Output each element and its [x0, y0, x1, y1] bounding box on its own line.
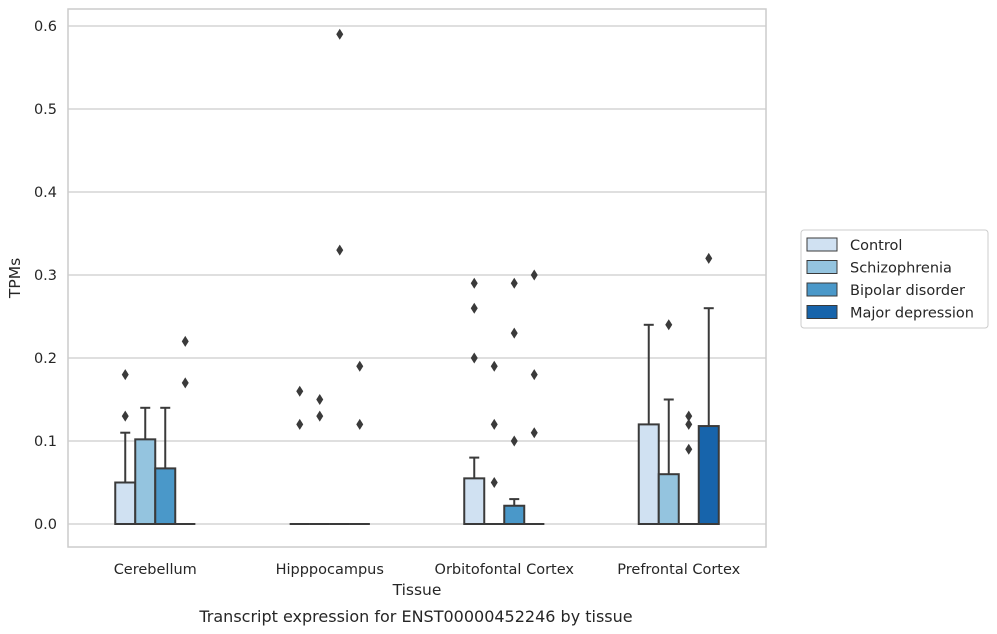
plot-frame [67, 8, 767, 548]
box-schizophrenia [309, 394, 330, 525]
legend-label: Control [850, 238, 902, 254]
outlier-point [336, 28, 344, 40]
legend-swatch [806, 260, 838, 274]
box [463, 477, 486, 526]
x-axis-label: Tissue [392, 581, 442, 599]
legend-item: Schizophrenia [806, 260, 952, 277]
legend-swatch [806, 282, 838, 297]
y-tick-label: 0.5 [34, 102, 57, 118]
box [154, 467, 177, 526]
y-tick-label: 0.0 [34, 517, 57, 533]
y-tick-label: 0.2 [34, 351, 57, 367]
box [657, 473, 680, 526]
box [114, 481, 137, 525]
box-major-depression [524, 269, 545, 525]
legend-item: Bipolar disorder [806, 282, 965, 299]
legend-swatch [806, 237, 838, 252]
box-major-depression [349, 360, 370, 525]
chart-caption: Transcript expression for ENST0000045224… [198, 607, 632, 626]
box-bipolar-disorder [503, 277, 526, 525]
outlier-point [490, 477, 498, 488]
box-control [289, 385, 310, 525]
legend-frame [800, 229, 989, 329]
legend: Control Schizophrenia Bipolar disorder Majo… [800, 229, 989, 329]
outlier-point [510, 435, 518, 447]
box [134, 438, 157, 525]
outlier-point [530, 369, 538, 381]
outlier-point [470, 277, 478, 289]
x-tick-labels: Cerebellum Hipppocampus Orbitofontal Corte… [114, 562, 741, 578]
outlier-point [296, 418, 304, 430]
outlier-point [510, 277, 518, 289]
outlier-point [510, 327, 518, 339]
y-tick-label: 0.3 [34, 268, 57, 284]
outlier-point [121, 369, 129, 381]
outlier-point [665, 319, 673, 331]
y-tick-label: 0.6 [34, 19, 57, 35]
outlier-point [685, 443, 693, 455]
box-control [114, 369, 137, 525]
x-tick-label: Orbitofontal Cortex [435, 562, 575, 578]
legend-label: Bipolar disorder [850, 283, 965, 299]
outlier-point [530, 427, 538, 439]
box-bipolar-disorder [678, 410, 699, 525]
legend-item: Major depression [806, 305, 974, 322]
box [503, 504, 526, 525]
box-major-depression [175, 335, 196, 525]
box-control [463, 277, 486, 526]
box [637, 423, 660, 525]
outlier-point [316, 394, 324, 405]
x-tick-label: Hipppocampus [276, 562, 384, 578]
outlier-point [296, 385, 304, 397]
outlier-point [121, 410, 129, 422]
outlier-point [356, 418, 364, 430]
outlier-point [685, 410, 693, 422]
outlier-point [316, 410, 324, 422]
outlier-point [490, 360, 498, 372]
x-tick-label: Prefrontal Cortex [617, 562, 740, 578]
outlier-point [685, 418, 693, 430]
outlier-point [470, 352, 478, 364]
outlier-point [181, 335, 189, 347]
box-control [637, 323, 660, 525]
y-axis-label: TPMs [6, 258, 24, 299]
outlier-point [181, 377, 189, 389]
box-schizophrenia [657, 319, 680, 526]
legend-label: Major depression [850, 306, 974, 322]
grid-lines [68, 25, 766, 525]
outlier-point [470, 302, 478, 314]
box-plot-marks [114, 28, 720, 526]
y-tick-label: 0.4 [34, 185, 57, 201]
legend-swatch [806, 305, 838, 319]
outlier-point [336, 244, 344, 256]
legend-label: Schizophrenia [850, 261, 952, 277]
box [697, 425, 720, 525]
y-tick-label: 0.1 [34, 434, 57, 450]
x-tick-label: Cerebellum [114, 562, 197, 578]
box-schizophrenia [134, 406, 157, 525]
y-tick-labels: 0.0 0.1 0.2 0.3 0.4 0.5 0.6 [34, 19, 57, 533]
outlier-point [490, 418, 498, 430]
box-schizophrenia [484, 360, 505, 525]
box-major-depression [697, 252, 720, 525]
legend-item: Control [806, 237, 902, 254]
outlier-point [356, 360, 364, 372]
box-bipolar-disorder [329, 28, 350, 525]
outlier-point [530, 269, 538, 281]
box-bipolar-disorder [154, 406, 177, 526]
outlier-point [705, 252, 713, 264]
